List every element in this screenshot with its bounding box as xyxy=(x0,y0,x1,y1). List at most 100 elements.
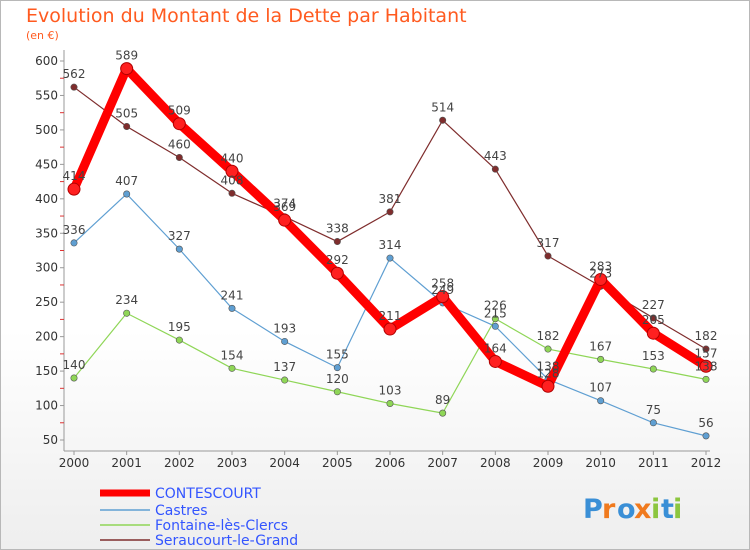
data-label: 443 xyxy=(484,149,507,163)
data-point xyxy=(649,314,657,322)
data-label: 374 xyxy=(273,197,296,211)
data-label: 460 xyxy=(168,137,191,151)
data-point xyxy=(699,359,713,373)
data-label: 128 xyxy=(537,366,560,380)
y-tick-label: 250 xyxy=(35,295,58,309)
data-label: 440 xyxy=(221,151,244,165)
data-point xyxy=(228,304,236,312)
data-label: 227 xyxy=(642,298,665,312)
legend-item: CONTESCOURT xyxy=(100,486,261,502)
legend-item: Seraucourt-le-Grand xyxy=(100,533,298,549)
logo-letter: r xyxy=(602,494,616,525)
data-label: 137 xyxy=(273,360,296,374)
data-label: 381 xyxy=(379,192,402,206)
chart-title: Evolution du Montant de la Dette par Hab… xyxy=(26,5,467,27)
data-label: 505 xyxy=(115,106,138,120)
x-tick-label: 2006 xyxy=(375,456,406,470)
data-label: 414 xyxy=(63,169,86,183)
data-point xyxy=(541,379,555,393)
data-point xyxy=(383,322,397,336)
legend-label: CONTESCOURT xyxy=(155,486,261,502)
logo-letter: o xyxy=(617,494,636,525)
data-label: 283 xyxy=(589,259,612,273)
data-label: 154 xyxy=(221,348,244,362)
data-label: 338 xyxy=(326,222,349,236)
data-label: 153 xyxy=(642,349,665,363)
data-point xyxy=(67,182,81,196)
data-label: 205 xyxy=(642,313,665,327)
data-label: 164 xyxy=(484,341,507,355)
x-tick-label: 2008 xyxy=(480,456,511,470)
data-point xyxy=(175,153,183,161)
data-label: 407 xyxy=(115,174,138,188)
data-point xyxy=(544,345,552,353)
data-label: 138 xyxy=(695,359,718,373)
logo-letter: t xyxy=(661,494,674,525)
data-label: 314 xyxy=(379,238,402,252)
data-label: 327 xyxy=(168,229,191,243)
data-label: 56 xyxy=(698,416,713,430)
labels-contescourt: 414 589 509 440 369 292 211 258 164 128 283 205 157 xyxy=(63,49,718,381)
data-label: 249 xyxy=(431,283,454,297)
logo-letter: i xyxy=(651,494,660,525)
x-tick-label: 2010 xyxy=(585,456,616,470)
data-label: 408 xyxy=(221,173,244,187)
data-label: 195 xyxy=(168,320,191,334)
data-label: 273 xyxy=(589,266,612,280)
x-tick-label: 2009 xyxy=(533,456,564,470)
legend-label: Seraucourt-le-Grand xyxy=(155,533,298,549)
series-layer: 5625054604083743383815144433172732271821… xyxy=(63,49,718,440)
logo-letter: P xyxy=(583,494,603,525)
data-point xyxy=(123,122,131,130)
x-tick-label: 2003 xyxy=(217,456,248,470)
x-tick-label: 2001 xyxy=(111,456,142,470)
data-point xyxy=(175,336,183,344)
data-point xyxy=(228,189,236,197)
labels-castres: 336 407 327 241 193 155 314 249 215 138 107 75 56 xyxy=(63,174,714,430)
y-tick-label: 400 xyxy=(35,192,58,206)
y-tick-label: 500 xyxy=(35,123,58,137)
data-point xyxy=(123,309,131,317)
y-tick-label: 200 xyxy=(35,330,58,344)
data-point xyxy=(281,337,289,345)
data-label: 120 xyxy=(326,372,349,386)
data-label: 140 xyxy=(63,358,86,372)
y-tick-label: 450 xyxy=(35,157,58,171)
data-point xyxy=(281,376,289,384)
data-point xyxy=(333,364,341,372)
data-label: 215 xyxy=(484,306,507,320)
series-fontaine-l-s-clercs xyxy=(70,309,710,417)
y-tick-label: 50 xyxy=(43,433,58,447)
data-point xyxy=(488,354,502,368)
data-label: 182 xyxy=(537,329,560,343)
data-point xyxy=(439,116,447,124)
data-point xyxy=(702,432,710,440)
data-point xyxy=(333,388,341,396)
data-label: 103 xyxy=(379,383,402,397)
data-point xyxy=(702,375,710,383)
data-point xyxy=(330,266,344,280)
data-label: 75 xyxy=(646,403,661,417)
data-point xyxy=(228,364,236,372)
data-point xyxy=(649,419,657,427)
data-point xyxy=(544,252,552,260)
chart-subtitle: (en €) xyxy=(26,29,59,42)
legend-label: Castres xyxy=(155,503,208,519)
data-point xyxy=(225,164,239,178)
y-tick-label: 550 xyxy=(35,88,58,102)
data-label: 193 xyxy=(273,321,296,335)
y-tick-label: 600 xyxy=(35,54,58,68)
data-point xyxy=(649,365,657,373)
data-point xyxy=(70,374,78,382)
legend-item: Fontaine-lès-Clercs xyxy=(100,518,288,534)
data-point xyxy=(436,290,450,304)
data-point xyxy=(594,272,608,286)
data-label: 509 xyxy=(168,104,191,118)
data-point xyxy=(646,326,660,340)
data-label: 234 xyxy=(115,293,138,307)
data-point xyxy=(333,238,341,246)
data-label: 107 xyxy=(589,381,612,395)
x-tick-label: 2005 xyxy=(322,456,353,470)
